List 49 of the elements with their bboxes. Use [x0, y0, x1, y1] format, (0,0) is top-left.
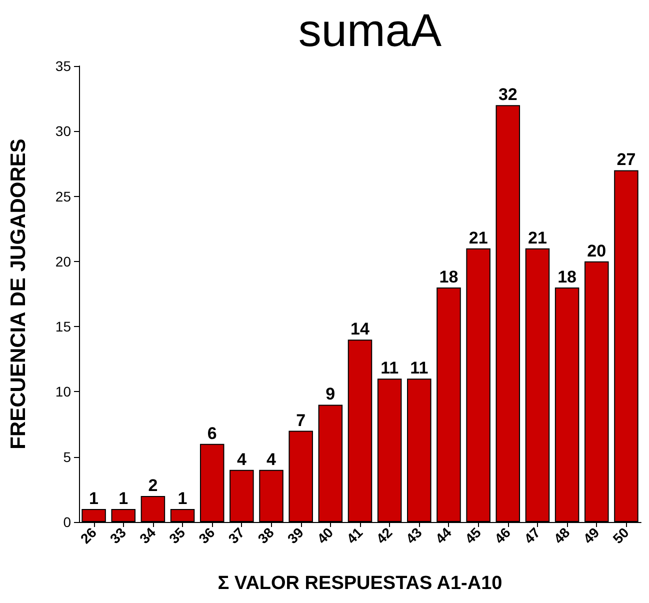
data-label: 6	[207, 424, 217, 443]
data-label: 21	[468, 228, 488, 248]
x-tick-label: 43	[402, 524, 425, 547]
x-tick-label: 50	[610, 524, 632, 547]
data-label: 14	[350, 320, 370, 339]
x-tick-label: 48	[550, 524, 573, 547]
x-tick-label: 40	[314, 524, 336, 547]
x-tick-label: 47	[520, 524, 544, 547]
data-label: 11	[410, 358, 428, 378]
data-label: 20	[587, 241, 606, 260]
y-tick-label: 35	[55, 58, 72, 74]
data-label: 4	[266, 450, 277, 469]
y-tick-label: 20	[55, 253, 72, 270]
data-label: 4	[236, 450, 247, 469]
x-tick-label: 49	[580, 524, 602, 547]
data-label: 32	[498, 85, 518, 104]
x-tick-label: 39	[284, 524, 307, 547]
x-tick-label: 36	[195, 524, 218, 547]
y-axis-title: FRECUENCIA DE JUGADORES	[7, 138, 30, 450]
x-tick-label: 34	[136, 524, 159, 547]
x-tick-label: 45	[462, 524, 484, 547]
x-tick-label: 41	[343, 524, 366, 547]
x-axis-title: Σ VALOR RESPUESTAS A1-A10	[218, 573, 502, 594]
data-label: 1	[178, 488, 188, 508]
chart-title: sumaA	[298, 4, 442, 56]
y-tick-label: 25	[55, 188, 72, 204]
data-label: 9	[326, 384, 336, 404]
data-label: 7	[296, 410, 306, 430]
data-label: 1	[118, 488, 128, 508]
data-label: 27	[616, 150, 636, 170]
y-tick-label: 15	[55, 318, 72, 335]
data-label: 18	[439, 267, 458, 286]
x-tick-label: 44	[432, 524, 455, 547]
data-label: 11	[380, 358, 399, 378]
x-tick-label: 33	[106, 524, 130, 547]
y-tick-label: 5	[63, 448, 72, 465]
x-tick-label: 26	[77, 524, 100, 547]
x-tick-label: 38	[254, 524, 278, 547]
x-tick-label: 37	[225, 524, 248, 547]
y-tick-label: 10	[55, 384, 72, 400]
y-tick-label: 30	[55, 123, 72, 140]
y-tick-label: 0	[63, 514, 72, 530]
x-tick-label: 42	[372, 524, 396, 547]
data-label: 1	[89, 488, 99, 508]
x-tick-label: 46	[491, 524, 514, 547]
data-label: 2	[148, 476, 158, 495]
data-label: 18	[558, 267, 577, 286]
data-label: 21	[528, 228, 547, 248]
x-tick-label: 35	[166, 524, 188, 547]
